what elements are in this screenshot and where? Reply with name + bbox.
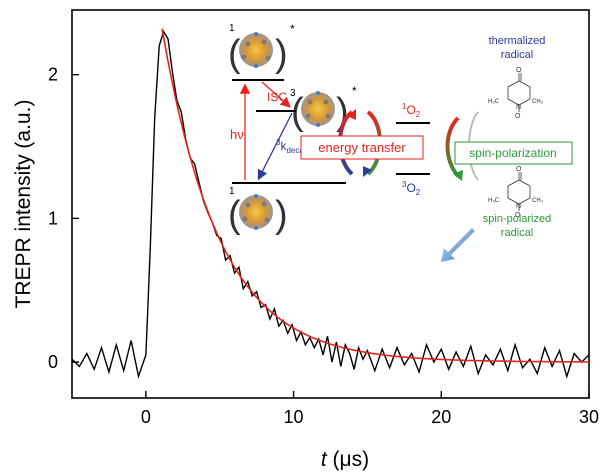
- y-tick-label: 2: [48, 65, 58, 85]
- tempo-thermalized-ch3: CH₃: [532, 99, 544, 105]
- x-tick-label: 30: [579, 407, 599, 427]
- cluster-s1-image: ( ): [228, 32, 288, 75]
- tempo-spinpol-h3c: H₃C: [488, 198, 500, 204]
- x-axis-variable: t: [321, 448, 328, 471]
- x-tick-label: 20: [431, 407, 451, 427]
- tempo-spinpol-n: N: [516, 203, 521, 210]
- cluster-t1-image: ( ): [291, 91, 349, 133]
- isc-arrow: [261, 81, 291, 108]
- decay-arrow: [257, 112, 293, 181]
- tempo-molecule-thermalized: [507, 73, 531, 112]
- spin-polarization-label: spin-polarization: [469, 146, 556, 160]
- series-layer: [71, 28, 590, 380]
- x-axis: 0 10 20 30: [141, 391, 599, 427]
- y-tick-label: 0: [48, 352, 58, 372]
- y-tick-label: 1: [48, 208, 58, 228]
- state-s0-label: 1: [229, 186, 235, 197]
- measured-series-line: [71, 29, 590, 380]
- o2-triplet-label: 3O2: [402, 180, 421, 197]
- state-t1-label: 3: [290, 88, 296, 99]
- spin-polarization-box: [454, 141, 573, 165]
- tempo-thermalized-o: O: [516, 67, 522, 74]
- tempo-molecule-spinpolarized: [507, 172, 531, 211]
- isc-label: ISC: [267, 90, 287, 104]
- spinpolarized-label-line2: radical: [501, 227, 533, 239]
- tempo-thermalized-h3c: H₃C: [488, 99, 500, 105]
- kdecay-prefix: 3: [276, 138, 281, 147]
- kdecay-subscript: decay: [286, 146, 307, 155]
- o2-singlet-label: 1O2: [402, 102, 421, 119]
- state-t1-star: *: [352, 84, 357, 98]
- hv-label: hν: [230, 127, 244, 142]
- state-s1-star: *: [290, 22, 295, 36]
- kdecay-label: 3kdecay: [276, 138, 308, 155]
- y-axis: 0 1 2: [48, 65, 79, 372]
- svg-text:(: (: [228, 194, 241, 236]
- tempo-thermalized-n: N: [516, 104, 521, 111]
- inset-scheme: ( ) 1 * ( ) 3 * ( ): [228, 22, 573, 262]
- kdecay-main: k: [280, 139, 287, 153]
- tempo-spinpol-o-bottom: O: [515, 212, 521, 219]
- svg-text:(: (: [291, 91, 304, 133]
- tempo-spinpol-ch3: CH₃: [532, 198, 544, 204]
- x-axis-unit: (μs): [333, 448, 370, 471]
- tempo-thermalized-o-bottom: O: [515, 113, 521, 120]
- spin-polarization-arrow-left: [445, 116, 460, 178]
- cluster-s0-image: ( ): [228, 194, 288, 236]
- spinpolarized-label-line1: spin-polarized: [483, 213, 551, 225]
- thermalized-label-line2: radical: [501, 49, 533, 61]
- energy-transfer-label: energy transfer: [318, 140, 406, 155]
- x-tick-label: 10: [284, 407, 304, 427]
- cluster-s1-bracket-right: ): [275, 33, 288, 75]
- thermalized-label-line1: thermalized: [489, 35, 546, 47]
- svg-text:): ): [275, 194, 288, 236]
- y-axis-title: TREPR intensity (a.u.): [12, 100, 35, 309]
- x-tick-label: 0: [141, 407, 151, 427]
- energy-transfer-box: [300, 135, 424, 160]
- tempo-spinpol-o: O: [516, 166, 522, 173]
- state-s1-label: 1: [229, 23, 235, 34]
- fit-series-line: [161, 28, 589, 363]
- plot-frame: [71, 9, 590, 399]
- x-axis-title: t (μs): [321, 448, 369, 471]
- cluster-s1-bracket-left: (: [228, 33, 241, 75]
- big-gradient-arrow: [441, 228, 475, 262]
